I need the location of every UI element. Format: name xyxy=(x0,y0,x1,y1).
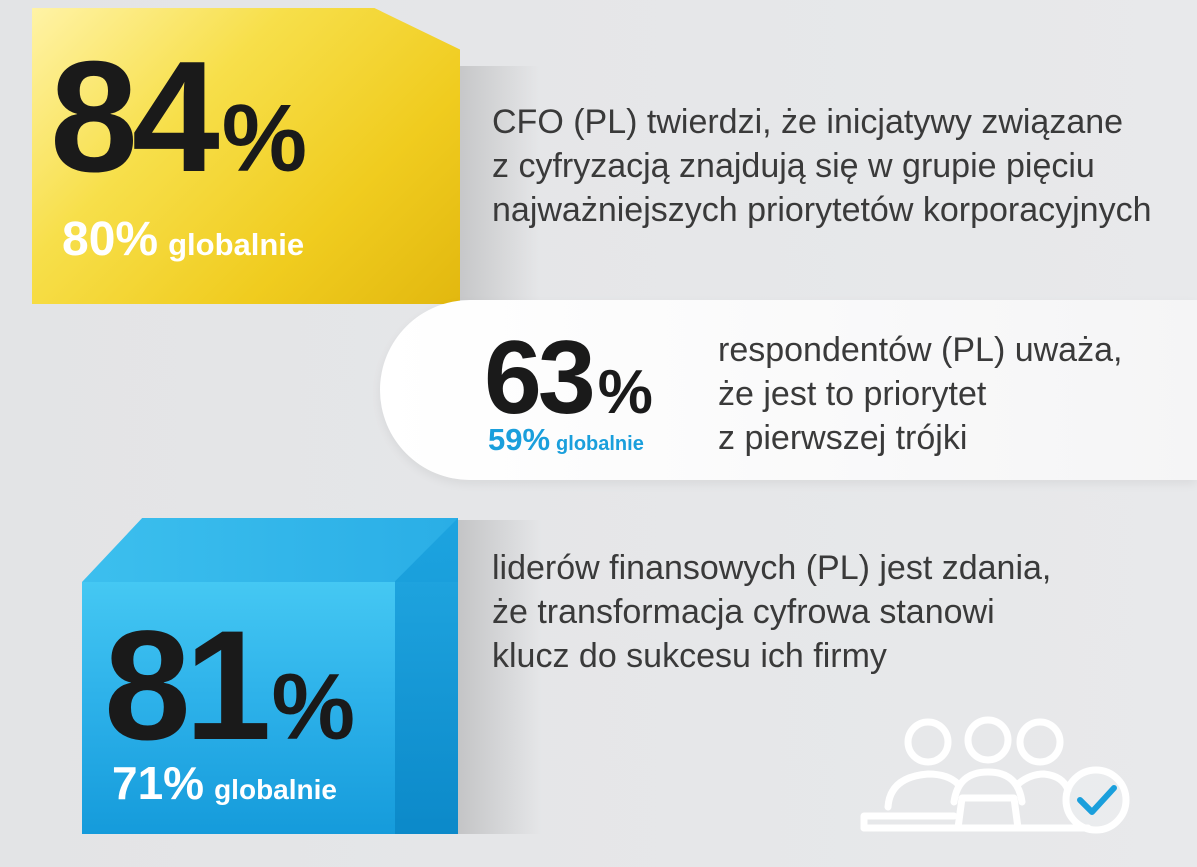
global-label: globalnie xyxy=(168,227,305,262)
stat-81-global: 71% globalnie xyxy=(112,760,337,806)
stat-84-global: 80% globalnie xyxy=(62,216,304,264)
global-value: 80% xyxy=(62,213,159,266)
description-line: z pierwszej trójki xyxy=(718,419,968,457)
global-label: globalnie xyxy=(214,774,337,805)
yellow-stat-block xyxy=(32,8,460,304)
stat-63-global: 59% globalnie xyxy=(488,424,644,455)
percent-sign: % xyxy=(271,654,356,759)
percent-sign: % xyxy=(221,85,308,192)
percent-sign: % xyxy=(597,358,653,427)
team-with-checkmark-icon xyxy=(860,716,1130,834)
white-stat-pill xyxy=(380,300,1197,480)
description-line: liderów finansowych (PL) jest zdania, xyxy=(492,549,1052,587)
global-value: 59% xyxy=(488,422,551,457)
blue-block-shadow xyxy=(458,520,542,834)
stat-63-value: 63% xyxy=(484,320,653,436)
description-line: CFO (PL) twierdzi, że inicjatywy związan… xyxy=(492,103,1124,141)
description-line: respondentów (PL) uważa, xyxy=(718,331,1123,369)
description-line: najważniejszych priorytetów korporacyjny… xyxy=(492,191,1152,229)
stat-81-value: 81% xyxy=(104,599,356,773)
description-line: z cyfryzacją znajdują się w grupie pięci… xyxy=(492,147,1095,185)
blue-cube-side xyxy=(395,518,458,834)
global-label: globalnie xyxy=(556,433,644,455)
description-line: klucz do sukcesu ich firmy xyxy=(492,637,887,675)
blue-cube-top xyxy=(82,518,458,582)
stat-63-description: respondentów (PL) uważa, że jest to prio… xyxy=(718,328,1178,460)
stat-84-value: 84% xyxy=(50,29,308,205)
description-line: że transformacja cyfrowa stanowi xyxy=(492,593,995,631)
stat-84-description: CFO (PL) twierdzi, że inicjatywy związan… xyxy=(492,100,1192,232)
description-line: że jest to priorytet xyxy=(718,375,987,413)
yellow-block-shadow xyxy=(460,66,540,304)
global-value: 71% xyxy=(112,757,205,809)
stat-81-description: liderów finansowych (PL) jest zdania, że… xyxy=(492,546,1172,678)
